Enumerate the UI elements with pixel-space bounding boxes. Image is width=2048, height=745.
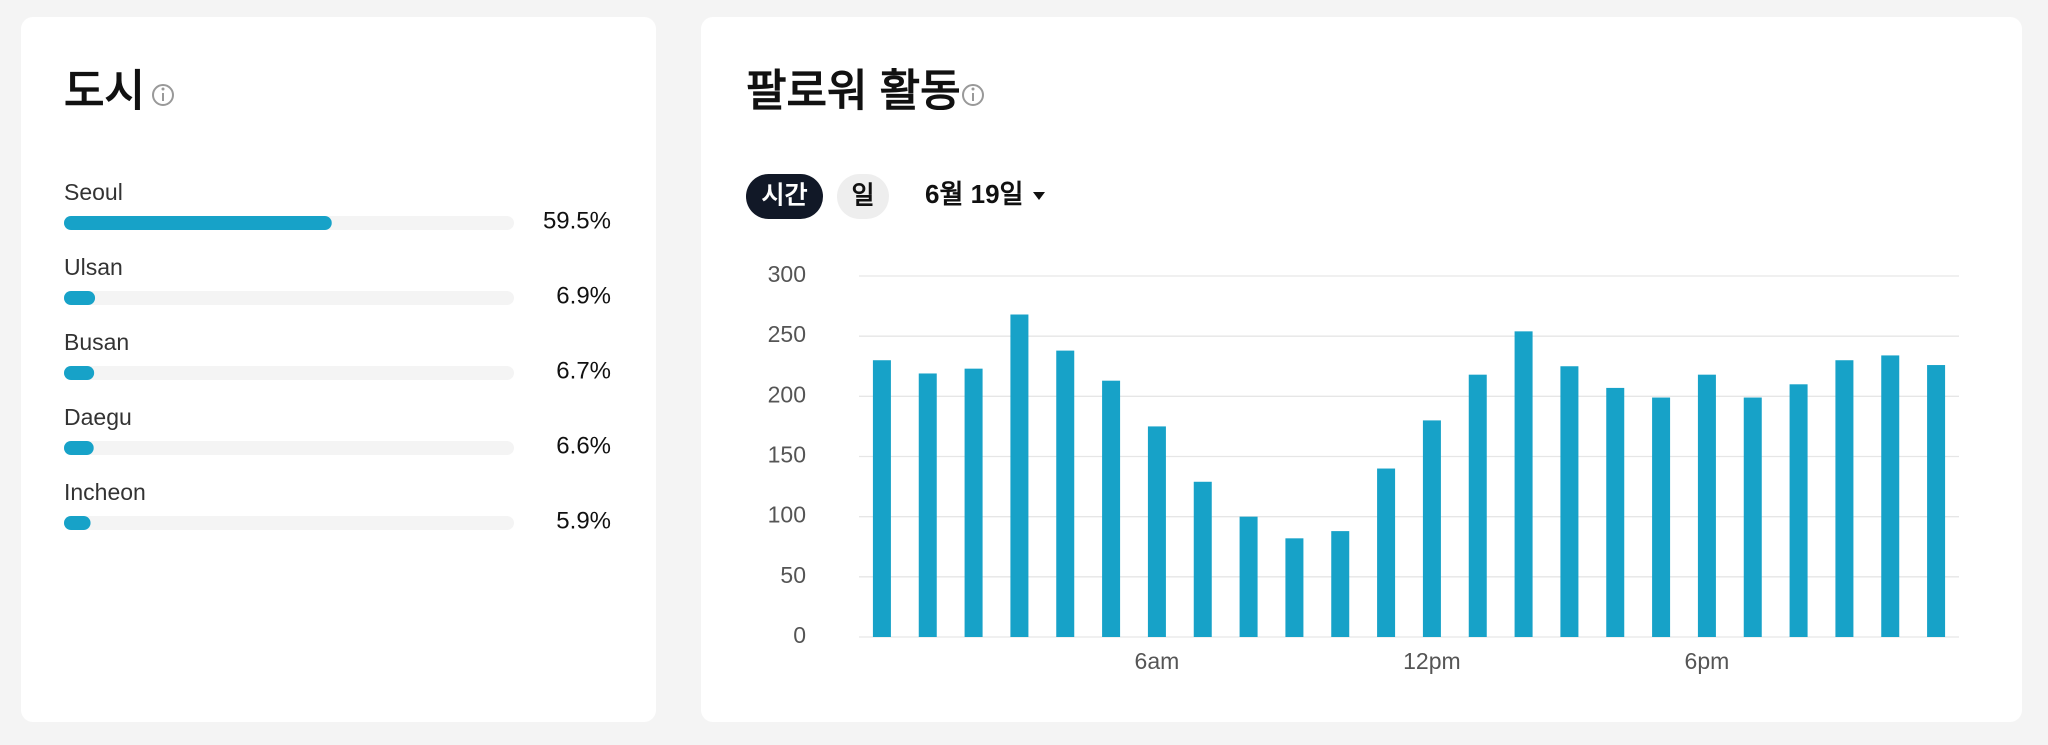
bar <box>1193 481 1212 637</box>
city-name: Busan <box>64 329 129 355</box>
tab-hour[interactable]: 시간 <box>746 174 823 219</box>
date-dropdown[interactable]: 6월 19일 <box>925 179 1045 209</box>
y-tick-label: 200 <box>768 381 806 407</box>
x-tick-label: 6am <box>1135 648 1180 674</box>
x-tick-label: 6pm <box>1685 648 1730 674</box>
bar <box>1743 397 1762 637</box>
bar <box>1239 516 1258 637</box>
tab-label[interactable]: 시간 <box>761 182 807 210</box>
y-tick-label: 0 <box>793 622 806 648</box>
bar <box>1147 426 1166 637</box>
tab-label[interactable]: 일 <box>851 182 874 210</box>
date-label[interactable]: 6월 19일 <box>925 179 1023 209</box>
y-tick-label: 250 <box>768 321 806 347</box>
city-percent: 59.5% <box>543 207 611 234</box>
bar <box>1606 387 1625 637</box>
bar <box>1514 331 1533 637</box>
bar <box>1789 384 1808 637</box>
bar <box>1697 374 1716 637</box>
city-bar <box>64 291 96 305</box>
city-name: Seoul <box>64 179 123 205</box>
bar <box>1377 468 1396 637</box>
city-name: Incheon <box>64 479 146 505</box>
bar <box>1102 380 1121 637</box>
bar <box>872 360 891 637</box>
x-tick-label: 12pm <box>1403 648 1461 674</box>
activity-card <box>701 17 2022 722</box>
bar-track <box>64 516 514 530</box>
bar <box>1331 531 1350 637</box>
activity-title: 팔로워 활동 <box>746 67 961 116</box>
info-icon[interactable] <box>962 84 984 106</box>
city-bar <box>64 516 91 530</box>
bar <box>1927 365 1946 637</box>
bar-track <box>64 366 514 380</box>
city-title: 도시 <box>64 67 145 116</box>
bar <box>1422 420 1441 637</box>
tab-day[interactable]: 일 <box>837 174 889 219</box>
bar <box>1560 366 1579 637</box>
bar <box>1652 397 1671 637</box>
city-bar <box>64 216 332 230</box>
city-name: Daegu <box>64 404 132 430</box>
y-tick-label: 150 <box>768 442 806 468</box>
city-bar <box>64 441 94 455</box>
bar <box>1010 314 1029 637</box>
y-tick-label: 300 <box>768 261 806 287</box>
bar <box>964 368 983 637</box>
city-percent: 6.9% <box>556 282 611 309</box>
city-percent: 6.7% <box>556 357 611 384</box>
bar-track <box>64 441 514 455</box>
bar <box>918 373 937 637</box>
bar <box>1468 374 1487 637</box>
city-bar <box>64 366 95 380</box>
city-name: Ulsan <box>64 254 123 280</box>
bar <box>1285 538 1304 637</box>
city-percent: 6.6% <box>556 432 611 459</box>
bar <box>1056 350 1075 637</box>
bar <box>1835 360 1854 637</box>
bar-track <box>64 291 514 305</box>
y-tick-label: 50 <box>780 562 806 588</box>
y-tick-label: 100 <box>768 502 806 528</box>
info-icon[interactable] <box>152 84 174 106</box>
city-percent: 5.9% <box>556 507 611 534</box>
bar <box>1881 355 1900 637</box>
